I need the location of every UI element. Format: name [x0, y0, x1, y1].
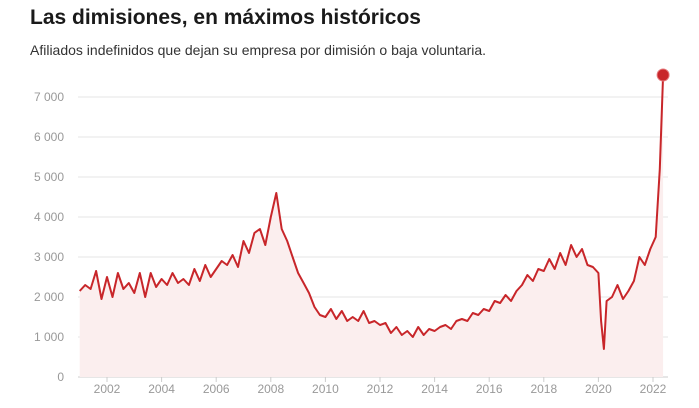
- area-fill: [79, 75, 664, 377]
- y-tick-label: 2 000: [34, 290, 64, 304]
- chart-title: Las dimisiones, en máximos históricos: [30, 6, 421, 29]
- series-line: [78, 74, 665, 350]
- chart-subtitle: Afiliados indefinidos que dejan su empre…: [30, 42, 487, 58]
- y-tick-label: 7 000: [34, 90, 64, 104]
- x-tick-label: 2008: [257, 382, 284, 396]
- x-tick-label: 2020: [585, 382, 612, 396]
- x-tick-label: 2004: [148, 382, 175, 396]
- x-tick-label: 2018: [530, 382, 557, 396]
- y-tick-label: 3 000: [34, 250, 64, 264]
- y-tick-label: 5 000: [34, 170, 64, 184]
- y-tick-label: 4 000: [34, 210, 64, 224]
- x-tick-label: 2012: [367, 382, 394, 396]
- x-tick-label: 2006: [203, 382, 230, 396]
- x-tick-label: 2022: [640, 382, 667, 396]
- x-tick-label: 2014: [421, 382, 448, 396]
- y-tick-label: 0: [57, 370, 64, 384]
- x-tick-label: 2016: [476, 382, 503, 396]
- x-tick-label: 2002: [94, 382, 121, 396]
- y-tick-label: 1 000: [34, 330, 64, 344]
- x-tick-label: 2010: [312, 382, 339, 396]
- y-tick-label: 6 000: [34, 130, 64, 144]
- last-point-marker: [656, 68, 670, 82]
